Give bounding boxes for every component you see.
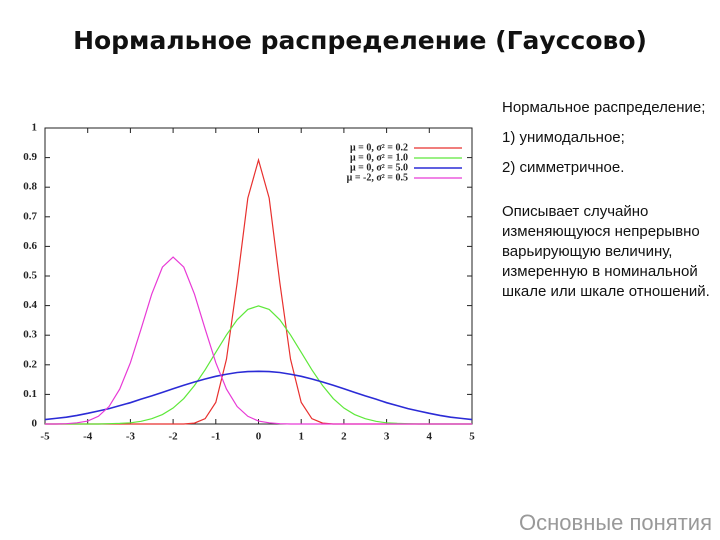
y-tick-label: 0.5 (23, 270, 37, 282)
chart: 0 0.1 0.2 0.3 0.4 0.5 0.6 0.7 0.8 0.9 1 -5 -4 -3 -2 -1 0… (23, 122, 475, 443)
x-tick-label: 4 (427, 431, 433, 443)
y-tick-label: 0.1 (23, 388, 37, 400)
legend-label: μ = 0, σ² = 5.0 (350, 162, 408, 173)
y-tick-label: 0.6 (23, 240, 37, 252)
x-tick-label: 3 (384, 431, 390, 443)
slide-title: Нормальное распределение (Гауссово) (73, 26, 647, 55)
x-tick-label: -1 (211, 431, 220, 443)
x-tick-label: -5 (40, 431, 50, 443)
series-line (45, 157, 472, 425)
y-tick-label: 0.3 (23, 329, 37, 341)
x-tick-label: -3 (126, 431, 136, 443)
series-line (45, 256, 472, 425)
y-tick-label: 0.4 (23, 299, 37, 311)
y-tick-label: 0.9 (23, 151, 37, 163)
x-tick-label: -2 (169, 431, 179, 443)
y-tick-label: 1 (32, 122, 38, 134)
x-tick-label: 2 (341, 431, 347, 443)
x-tick-label: 0 (256, 431, 262, 443)
paragraph: Описывает случайно изменяющуюся непрерыв… (502, 203, 710, 300)
legend-label: μ = 0, σ² = 0.2 (350, 142, 408, 153)
y-tick-label: 0.8 (23, 181, 37, 193)
y-tick-label: 0.7 (23, 210, 37, 222)
y-tick-label: 0.2 (23, 358, 37, 370)
legend-label: μ = 0, σ² = 1.0 (350, 152, 408, 163)
series-line (44, 370, 473, 421)
x-tick-label: -4 (83, 431, 93, 443)
paragraph: 2) симметричное. (502, 159, 625, 176)
x-tick-label: 5 (469, 431, 475, 443)
paragraph: Нормальное распределение; (502, 99, 706, 116)
legend-label: μ = -2, σ² = 0.5 (347, 172, 408, 183)
footer: Основные понятия (519, 510, 712, 535)
paragraph: 1) унимодальное; (502, 129, 625, 146)
y-tick-label: 0 (32, 418, 38, 430)
x-tick-label: 1 (298, 431, 304, 443)
side-text: Нормальное распределение; 1) унимодально… (502, 98, 712, 312)
